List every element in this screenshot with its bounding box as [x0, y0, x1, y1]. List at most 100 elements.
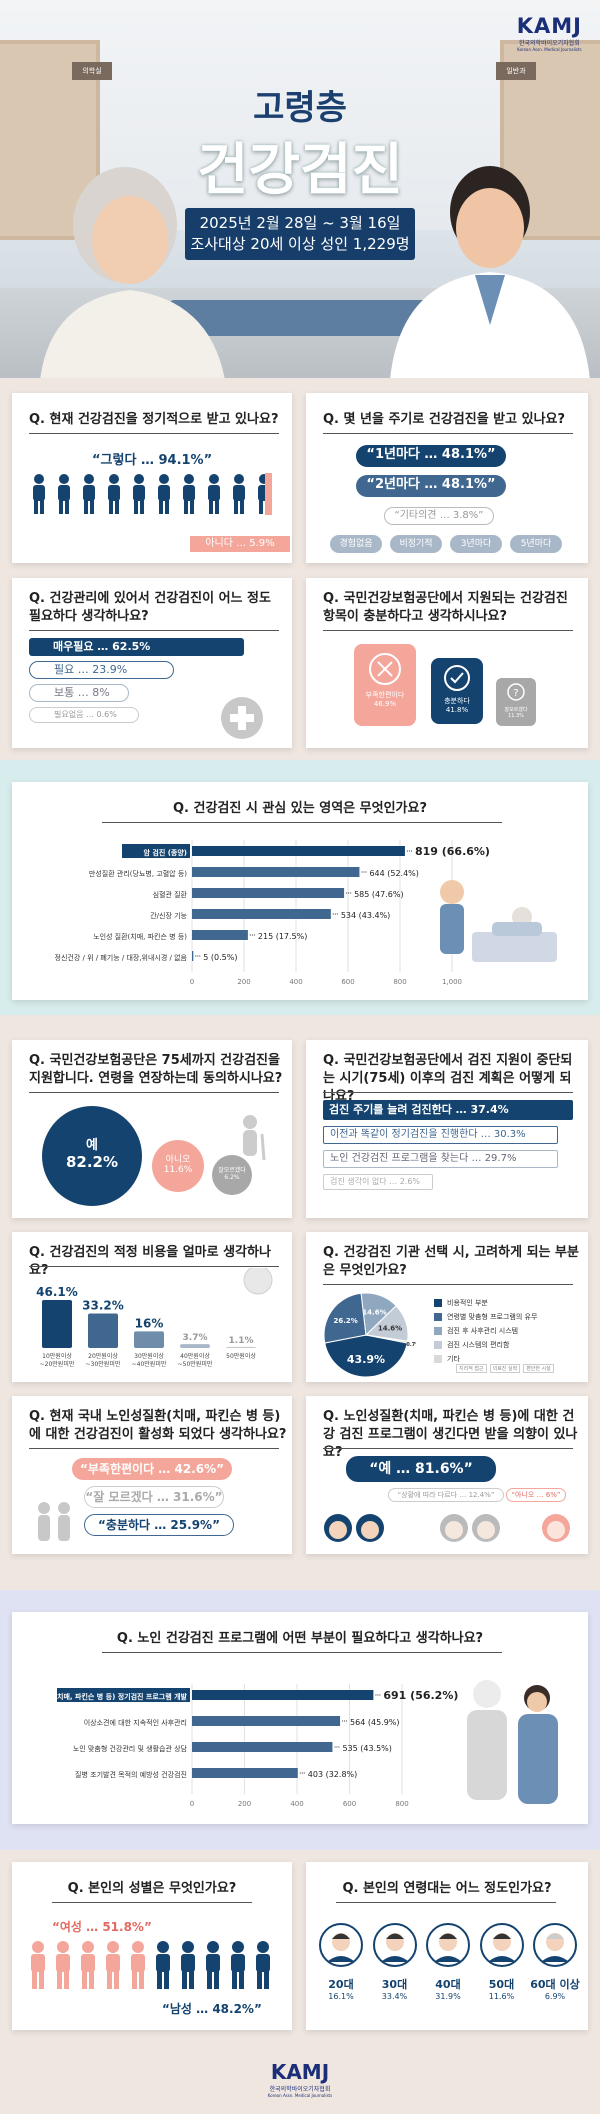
card-q11: Q. 노인성질환(치매, 파킨슨 병 등)에 대한 건강 검진 프로그램이 생긴…: [306, 1396, 588, 1554]
person-leg: [139, 1971, 144, 1989]
value-label: 644 (52.4%): [369, 869, 418, 878]
elderly-couple-icon: [38, 1502, 70, 1541]
person-leg: [184, 500, 188, 514]
q4-dontknow-value: 11.3%: [508, 713, 524, 719]
highlight-label-bg: [122, 844, 190, 858]
category-label: 20만원이상: [88, 1352, 118, 1360]
q11-people-icons: [324, 1514, 570, 1542]
q1-underline: [29, 433, 279, 434]
x-tick-label: 600: [343, 1800, 356, 1808]
value-label: 819 (66.6%): [415, 845, 490, 858]
patient-care-illustration: [440, 880, 557, 962]
q10-item-insufficient: “부족한편이다 … 42.6%”: [72, 1458, 232, 1480]
legend-label: 검진 시스템의 편리함: [447, 1341, 510, 1349]
value-label: 5 (0.5%): [203, 953, 237, 962]
q9-underline: [323, 1284, 573, 1285]
card-q10: Q. 현재 국내 노인성질환(치매, 파킨슨 병 등)에 대한 건강검진이 활성…: [12, 1396, 292, 1554]
check-circle-icon: [444, 665, 470, 691]
person-leg: [90, 500, 94, 514]
person-head: [209, 474, 219, 484]
category-label: 간/신장 기능: [150, 911, 187, 920]
person-body: [183, 485, 195, 501]
card-q6: Q. 국민건강보험공단은 75세까지 건강검진을 지원합니다. 연령을 연장하는…: [12, 1040, 292, 1218]
person-head: [157, 1941, 169, 1953]
age-value: 33.4%: [381, 1992, 408, 2001]
person-leg: [109, 500, 113, 514]
person-body: [33, 485, 45, 501]
person-leg: [215, 500, 219, 514]
person-head: [134, 474, 144, 484]
bar: [192, 1742, 333, 1752]
q6-yes-value: 82.2%: [65, 1153, 119, 1171]
card-q3: Q. 건강관리에 있어서 건강검진이 어느 정도 필요하다 생각하나요? 매우필…: [12, 578, 292, 748]
person-body: [108, 485, 120, 501]
category-label: 40만원이상: [180, 1352, 210, 1360]
q7-item-no-plan: 검진 생각이 없다 … 2.6%: [323, 1174, 433, 1190]
category-label: 노인성 질환(치매, 파킨슨 병 등): [93, 932, 187, 941]
person-leg: [64, 1971, 69, 1989]
q3-underline: [29, 630, 279, 631]
q11-depends-bubble: “상황에 따라 다르다 … 12.4%”: [388, 1488, 504, 1502]
brand-sub: 한국의학바이오기자협회: [519, 40, 580, 47]
person-head: [159, 474, 169, 484]
person-leg: [59, 500, 63, 514]
footer-logo: KAMJ 한국의학바이오기자협회 Korean Assn. Medical Jo…: [0, 2060, 600, 2098]
q2-tag-5year: 5년마다: [510, 535, 562, 553]
category-label: 이상소견에 대한 지속적인 사후관리: [84, 1718, 187, 1727]
person-leg: [82, 1971, 87, 1989]
age-label: 60대 이상: [530, 1978, 580, 1991]
q5-underline: [102, 822, 502, 823]
age-value: 16.1%: [328, 1992, 354, 2001]
q13-male-label: “남성 … 48.2%”: [162, 2002, 262, 2016]
q3-item-normal: 보통 … 8%: [29, 684, 129, 702]
person-leg: [140, 500, 144, 514]
q3-item-very-needed: 매우필요 … 62.5%: [29, 638, 244, 656]
q2-question: Q. 몇 년을 주기로 건강검진을 받고 있나요?: [323, 412, 566, 427]
age-avatar-icon: [319, 1923, 363, 1967]
value-label: 535 (43.5%): [342, 1744, 391, 1753]
q13-question: Q. 본인의 성별은 무엇인가요?: [67, 1881, 237, 1896]
q1-question: Q. 현재 건강검진을 정기적으로 받고 있나요?: [29, 412, 279, 427]
brand-logo: KAMJ 한국의학바이오기자협회 Korean Assn. Medical Jo…: [517, 14, 582, 52]
person-leg: [164, 1971, 169, 1989]
person-leg: [189, 1971, 194, 1989]
bar: [192, 846, 405, 856]
q13-female-label: “여성 … 51.8%”: [52, 1920, 152, 1934]
category-label: 50만원이상: [226, 1352, 256, 1360]
person-leg: [214, 1971, 219, 1989]
q4-underline: [323, 630, 573, 631]
survey-info-box: 2025년 2월 28일 ~ 3월 16일 조사대상 20세 이상 성인 1,2…: [185, 208, 415, 260]
q3-item-needed: 필요 … 23.9%: [29, 661, 174, 679]
value-label: 1.1%: [229, 1336, 254, 1346]
value-label: 691 (56.2%): [383, 1689, 458, 1702]
q2-tag-none: 경험없음: [330, 535, 382, 553]
q6-no-label: 아니오: [165, 1155, 191, 1165]
q12-question: Q. 노인 건강검진 프로그램에 어떤 부분이 필요하다고 생각하나요?: [116, 1631, 484, 1646]
person-leg: [165, 500, 169, 514]
card-q12: Q. 노인 건강검진 프로그램에 어떤 부분이 필요하다고 생각하나요? 0 20…: [12, 1612, 588, 1824]
q2-option-2year: “2년마다 … 48.1%”: [356, 475, 506, 497]
person-body: [158, 485, 170, 501]
q12-underline: [102, 1652, 502, 1653]
age-avatar-icon: [426, 1923, 470, 1967]
coin-icon: [243, 1268, 273, 1295]
q5-question: Q. 건강검진 시 관심 있는 영역은 무엇인가요?: [172, 801, 427, 816]
person-leg: [159, 500, 163, 514]
card-q2: Q. 몇 년을 주기로 건강검진을 받고 있나요? “1년마다 … 48.1%”…: [306, 393, 588, 563]
age-label: 50대: [488, 1978, 515, 1991]
q9-etc-location: 지리적 접근: [456, 1364, 487, 1373]
person-leg: [39, 1971, 44, 1989]
person-leg: [32, 1971, 37, 1989]
q6-no-circle: 아니오 11.6%: [152, 1140, 204, 1192]
legend-label: 연령별 맞춤형 프로그램의 유무: [447, 1313, 538, 1321]
person-leg: [259, 500, 263, 514]
q6-yes-label: 예: [86, 1138, 98, 1153]
card-q14: Q. 본인의 연령대는 어느 정도인가요? 20대 16.1% 30대 33.4% …: [306, 1862, 588, 2030]
card-q7: Q. 국민건강보험공단에서 검진 지원이 중단되는 시기(75세) 이후의 검진…: [306, 1040, 588, 1218]
bar: [42, 1300, 72, 1348]
age-group: 50대 11.6%: [477, 1922, 527, 2001]
bar: [180, 1344, 210, 1348]
x-tick-label: 600: [341, 978, 354, 986]
person-head: [57, 1941, 69, 1953]
